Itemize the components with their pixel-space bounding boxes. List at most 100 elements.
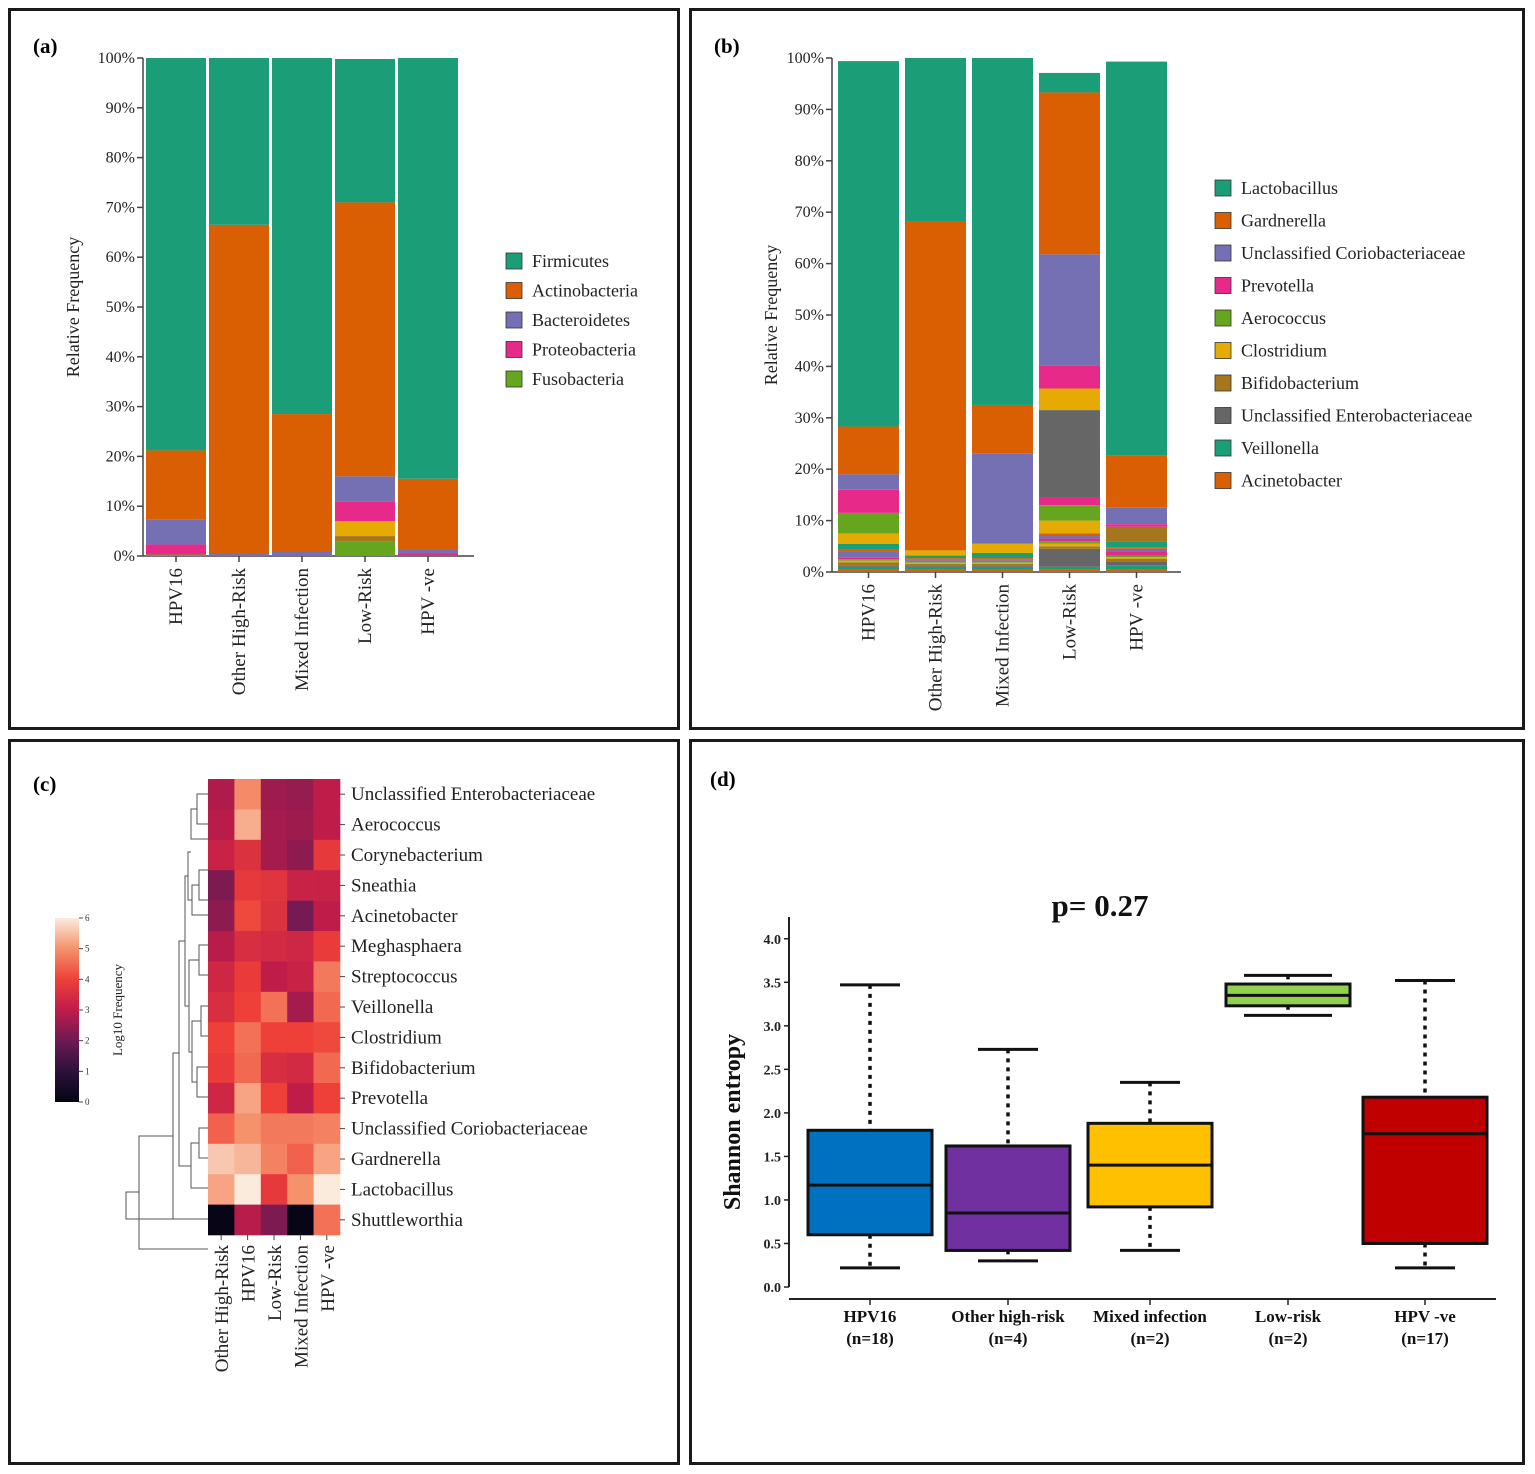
legend-swatch-prevotella — [1214, 277, 1232, 294]
bar-segment-actinobacteria — [272, 414, 332, 552]
bar-segment-acinetobacter — [1106, 547, 1167, 549]
heatmap-cell-sneathia-hpv-ve — [313, 870, 341, 901]
bar-segment-unclassified-coriobacteriaceae — [838, 551, 899, 558]
heatmap-cell-unclassified-enterobacteriaceae-hpv16 — [234, 779, 262, 810]
heatmap-cell-acinetobacter-low-risk — [260, 900, 288, 932]
bar-segment-unclassified-enterobacteriaceae — [838, 565, 899, 567]
bar-segment-prevotella — [838, 489, 899, 513]
x-label-hpv-ve: HPV -ve — [1394, 1307, 1456, 1326]
heatmap-cell-streptococcus-hpv-ve — [313, 961, 341, 993]
iqr-box — [806, 1128, 934, 1237]
row-dendrogram — [125, 793, 208, 1250]
bar-segment-veillonella — [1106, 541, 1167, 548]
y-tick-label: 10% — [795, 513, 824, 530]
col-label-other-high-risk: Other High-Risk — [212, 1245, 233, 1373]
heatmap-cell-bifidobacterium-low-risk — [260, 1052, 288, 1084]
y-tick-label: 3.5 — [764, 976, 782, 991]
bar-segment-veillonella — [838, 566, 899, 570]
legend-swatch-actinobacteria — [505, 282, 523, 299]
heatmap-cell-aerococcus-other-high-risk — [208, 809, 235, 841]
y-axis-title: Relative Frequency — [63, 237, 83, 377]
y-tick-label: 100% — [787, 50, 824, 67]
heatmap-cell-unclassified-coriobacteriaceae-mixed-infection — [287, 1113, 314, 1145]
y-tick-label: 60% — [795, 256, 824, 273]
iqr-box — [944, 1144, 1072, 1252]
heatmap-cell-clostridium-low-risk — [260, 1022, 288, 1053]
phylum-chart-svg: (a) 0% 10% 20% 30% 40% 50% 60% 70% 80% 90% 100% Rela… — [33, 34, 638, 695]
x-label-n-mixed-infection: (n=2) — [1131, 1329, 1170, 1348]
bar-segment-veillonella — [905, 555, 966, 559]
heatmap-cell-acinetobacter-hpv-ve — [313, 900, 341, 932]
x-label-n-hpv16: (n=18) — [846, 1329, 893, 1348]
bar-segment-unclassified-coriobacteriaceae — [1039, 254, 1100, 366]
x-label-mixed-infection: Mixed infection — [1093, 1307, 1207, 1326]
heatmap-cell-gardnerella-hpv16 — [234, 1143, 262, 1175]
bar-segment-lactobacillus — [972, 58, 1033, 405]
bar-segment-clostridium — [838, 560, 899, 563]
heatmap-cell-aerococcus-low-risk — [260, 809, 288, 841]
x-tick-label-low-risk: Low-Risk — [1060, 584, 1081, 661]
legend-label-veillonella: Veillonella — [1241, 438, 1319, 458]
legend-label-gardnerella: Gardnerella — [1241, 211, 1326, 231]
bar-segment-aerococcus — [1039, 505, 1100, 521]
bar-segment-lactobacillus — [838, 61, 899, 427]
legend-swatch-unclassified-coriobacteriaceae — [1214, 244, 1232, 262]
heatmap-cell-meghasphaera-other-high-risk — [208, 931, 235, 962]
iqr-box — [1361, 1095, 1489, 1245]
legend-label-bacteroidetes: Bacteroidetes — [532, 310, 630, 330]
colorbar-title: Log10 Frequency — [110, 963, 125, 1056]
legend-label-actinobacteria: Actinobacteria — [532, 281, 638, 301]
heatmap-cell-prevotella-hpv16 — [234, 1083, 262, 1114]
legend-swatch-clostridium — [1214, 342, 1232, 359]
y-tick-label: 20% — [795, 461, 824, 478]
heatmap-cell-bifidobacterium-hpv-ve — [313, 1052, 341, 1084]
legend-swatch-bifidobacterium — [1214, 374, 1232, 392]
y-tick-label: 80% — [106, 150, 135, 167]
bar-segment-bacteroidetes — [398, 549, 458, 554]
legend-swatch-veillonella — [1214, 439, 1232, 457]
panel-label: (c) — [33, 772, 56, 796]
bar-segment-clostridium — [1039, 543, 1100, 547]
bar-segment-unclassified-coriobacteriaceae — [1106, 548, 1167, 552]
panel-a-phylum-stacked-bar: (a) 0% 10% 20% 30% 40% 50% 60% 70% 80% 90% 100% Rela… — [8, 8, 680, 730]
row-label-prevotella: Prevotella — [351, 1088, 429, 1109]
heatmap-cell-veillonella-other-high-risk — [208, 991, 235, 1023]
heatmap-cell-clostridium-other-high-risk — [208, 1022, 235, 1053]
bar-segment-unclassified-coriobacteriaceae — [1039, 536, 1100, 539]
heatmap-cell-unclassified-coriobacteriaceae-hpv16 — [234, 1113, 262, 1145]
y-tick-label: 20% — [106, 448, 135, 465]
bar-segment-actinobacteria — [209, 224, 269, 554]
heatmap-cell-gardnerella-low-risk — [260, 1143, 288, 1175]
bar-segment-gardnerella — [1039, 92, 1100, 255]
heatmap-cell-aerococcus-hpv-ve — [313, 809, 341, 841]
legend-label-unclassified-enterobacteriaceae: Unclassified Enterobacteriaceae — [1241, 406, 1472, 426]
heatmap-cell-aerococcus-mixed-infection — [287, 809, 314, 841]
x-tick-label-hpv16: HPV16 — [859, 584, 880, 641]
bar-segment-firmicutes — [146, 58, 206, 451]
x-tick-label-low-risk: Low-Risk — [355, 568, 376, 645]
heatmap-cell-corynebacterium-other-high-risk — [208, 839, 235, 871]
bar-segment-veillonella — [972, 566, 1033, 570]
y-axis-title: Shannon entropy — [720, 1034, 746, 1210]
x-label-hpv16: HPV16 — [844, 1307, 897, 1326]
heatmap-cell-corynebacterium-hpv-ve — [313, 839, 341, 871]
x-tick-label-mixed-infection: Mixed Infection — [292, 568, 313, 691]
y-tick-label: 0.5 — [764, 1237, 782, 1252]
heatmap-cell-prevotella-low-risk — [260, 1083, 288, 1114]
bar-segment-veillonella — [905, 566, 966, 570]
bar-segment-aerococcus — [838, 559, 899, 561]
x-tick-label-other-high-risk: Other High-Risk — [926, 584, 947, 712]
dendrogram-branch — [198, 944, 208, 976]
heatmap-cell-corynebacterium-mixed-infection — [287, 839, 314, 871]
heatmap-cell-meghasphaera-hpv16 — [234, 931, 262, 962]
bar-segment-actinobacteria — [146, 450, 206, 520]
bar-segment-veillonella — [1039, 566, 1100, 570]
dendrogram-branch — [172, 1052, 208, 1220]
heatmap-cell-unclassified-coriobacteriaceae-other-high-risk — [208, 1113, 235, 1145]
bar-segment-prevotella — [1106, 524, 1167, 527]
bar-segment-bacteroidetes — [335, 476, 395, 502]
bar-segment-acinetobacter — [838, 549, 899, 552]
y-tick-label: 50% — [795, 307, 824, 324]
col-label-low-risk: Low-Risk — [265, 1245, 286, 1322]
heatmap-cell-streptococcus-mixed-infection — [287, 961, 314, 993]
